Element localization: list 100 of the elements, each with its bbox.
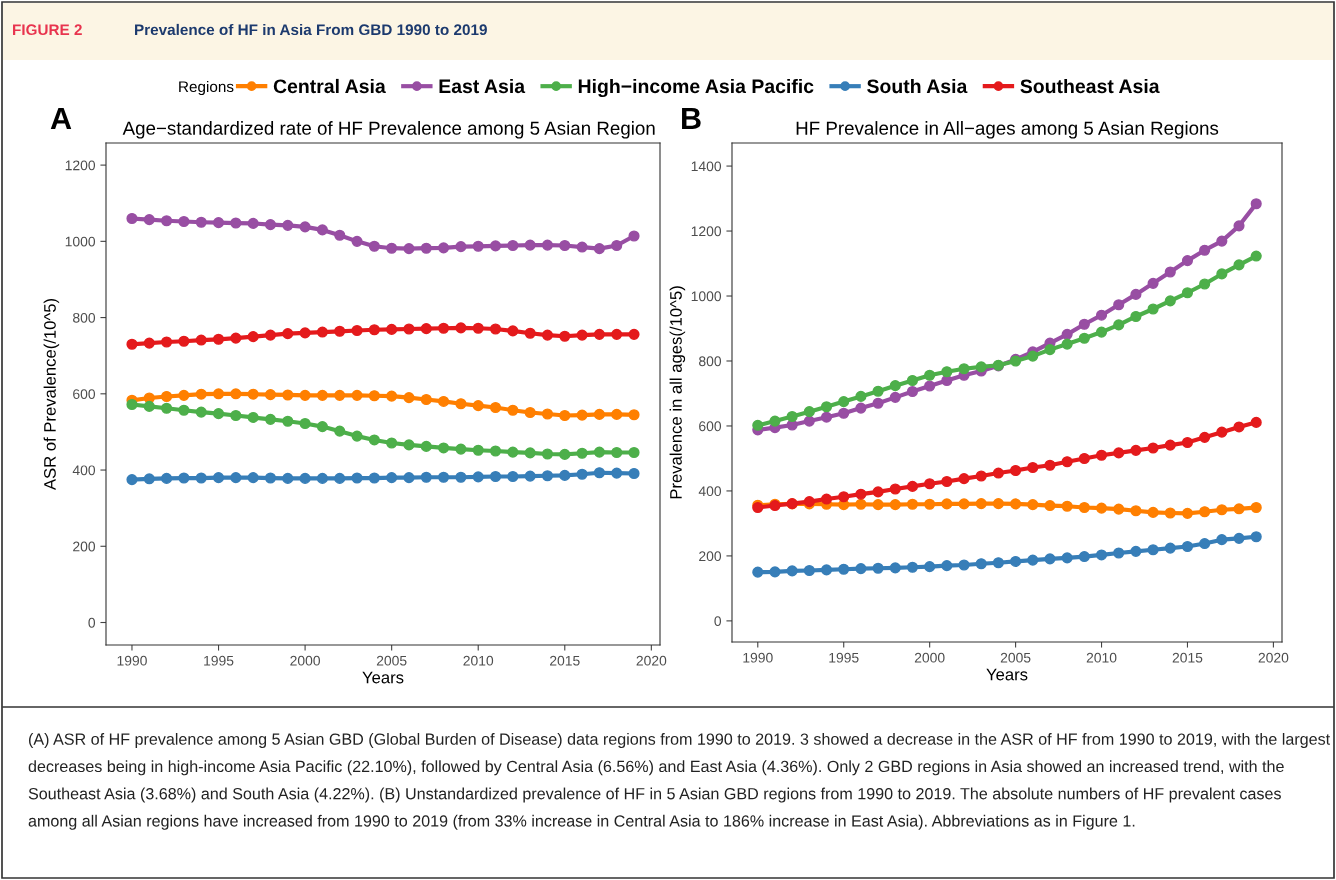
point [924, 561, 936, 573]
point [1199, 506, 1211, 518]
point [1199, 538, 1211, 550]
point [524, 406, 536, 419]
chart-title: HF Prevalence in All−ages among 5 Asian Regions [796, 121, 1219, 139]
text: (A) ASR of HF prevalence among 5 Asian GBD (Global Burden of Disease) data regions from 1990 to 2019. 3 showed a decrease in the ASR of HF from 1990 to 2019, with the largest decreases being in high-income Asia Pacific (22.10%), followed by Central Asia (6.56%) and East Asia (4.36%). Only 2 GBD regions in Asia showed an increased trend, with the Southeast Asia (3.68%) and South Asia (4.22%). (B) Unstandardized prevalence of HF in 5 Asian GBD regions from 1990 to 2019. The absolute numbers of HF prevalent cases among all Asian regions have increased from 1990 to 2019 (from 33% increase in Central Asia to 186% increase in East Asia). Abbreviations as in Figure 1. [28, 733, 1331, 830]
point [212, 333, 225, 345]
point [593, 467, 605, 479]
x-tick-label: 1990 [743, 652, 773, 663]
point [386, 472, 398, 484]
x-tick-label: 2005 [1000, 652, 1031, 663]
point [611, 408, 623, 420]
point [855, 563, 867, 575]
point [368, 240, 380, 252]
point [593, 328, 605, 340]
point [906, 385, 919, 398]
point [820, 493, 833, 505]
point [941, 560, 953, 572]
point [838, 563, 850, 575]
point [489, 323, 502, 335]
point [316, 224, 328, 236]
point [403, 392, 415, 404]
point [752, 419, 764, 431]
point [541, 408, 554, 420]
point [941, 498, 953, 510]
point [992, 467, 1004, 479]
point [611, 446, 623, 459]
point [178, 472, 190, 484]
point [403, 439, 415, 451]
y-tick-label: 800 [73, 312, 96, 323]
point [368, 472, 380, 484]
legend-label: East Asia [439, 78, 526, 94]
x-tick-label: 2015 [550, 655, 580, 666]
point [230, 217, 242, 229]
point [1027, 350, 1039, 362]
point [472, 400, 484, 412]
point [975, 558, 987, 570]
point [958, 363, 970, 375]
point [386, 323, 398, 335]
chart-title: Age−standardized rate of HF Prevalence among 5 Asian Region [122, 121, 655, 139]
point [1216, 268, 1228, 280]
point [368, 390, 380, 402]
point [576, 409, 588, 421]
point [628, 467, 640, 480]
point [420, 323, 432, 335]
point [403, 243, 415, 255]
point [820, 401, 833, 413]
point [351, 430, 363, 442]
legend-label: High−income Asia Pacific [578, 78, 814, 98]
point [786, 565, 798, 577]
point [992, 557, 1004, 569]
point [958, 559, 970, 571]
y-tick-label: 1000 [65, 236, 96, 247]
point [924, 478, 936, 490]
point [1010, 464, 1022, 477]
point [1164, 507, 1176, 519]
point [126, 474, 138, 486]
point [299, 389, 311, 401]
y-axis-title: ASR of Prevalence(/10^5) [43, 298, 60, 491]
y-tick-label: 1200 [691, 226, 722, 237]
point [282, 389, 294, 401]
point [161, 402, 173, 414]
point [264, 219, 277, 231]
point [924, 369, 936, 381]
point [1113, 503, 1125, 515]
point [472, 322, 484, 334]
point [489, 445, 502, 457]
point [368, 434, 380, 446]
point [143, 337, 155, 349]
point [1095, 326, 1108, 338]
point [628, 446, 640, 459]
point [247, 217, 259, 229]
point [143, 473, 155, 485]
point [1078, 551, 1090, 563]
point [386, 242, 398, 254]
point [576, 241, 588, 253]
point [1078, 452, 1090, 465]
point [1027, 461, 1039, 474]
point [455, 322, 467, 334]
legend-label: Central Asia [273, 78, 386, 94]
x-tick-label: 2010 [1086, 652, 1117, 663]
point [593, 408, 605, 420]
point [855, 402, 867, 414]
x-tick-label: 2000 [290, 655, 320, 666]
point [1113, 547, 1125, 559]
y-tick-label: 1000 [691, 291, 722, 302]
point [1233, 259, 1245, 271]
point [593, 243, 605, 255]
point [1061, 328, 1073, 340]
point [559, 448, 571, 460]
point [1113, 447, 1125, 459]
point [386, 437, 398, 449]
point [126, 398, 138, 411]
point [889, 391, 901, 403]
point [906, 498, 919, 510]
point [178, 335, 190, 347]
point [1233, 503, 1245, 515]
point [1044, 459, 1056, 471]
point [820, 411, 833, 423]
point [1130, 505, 1142, 517]
